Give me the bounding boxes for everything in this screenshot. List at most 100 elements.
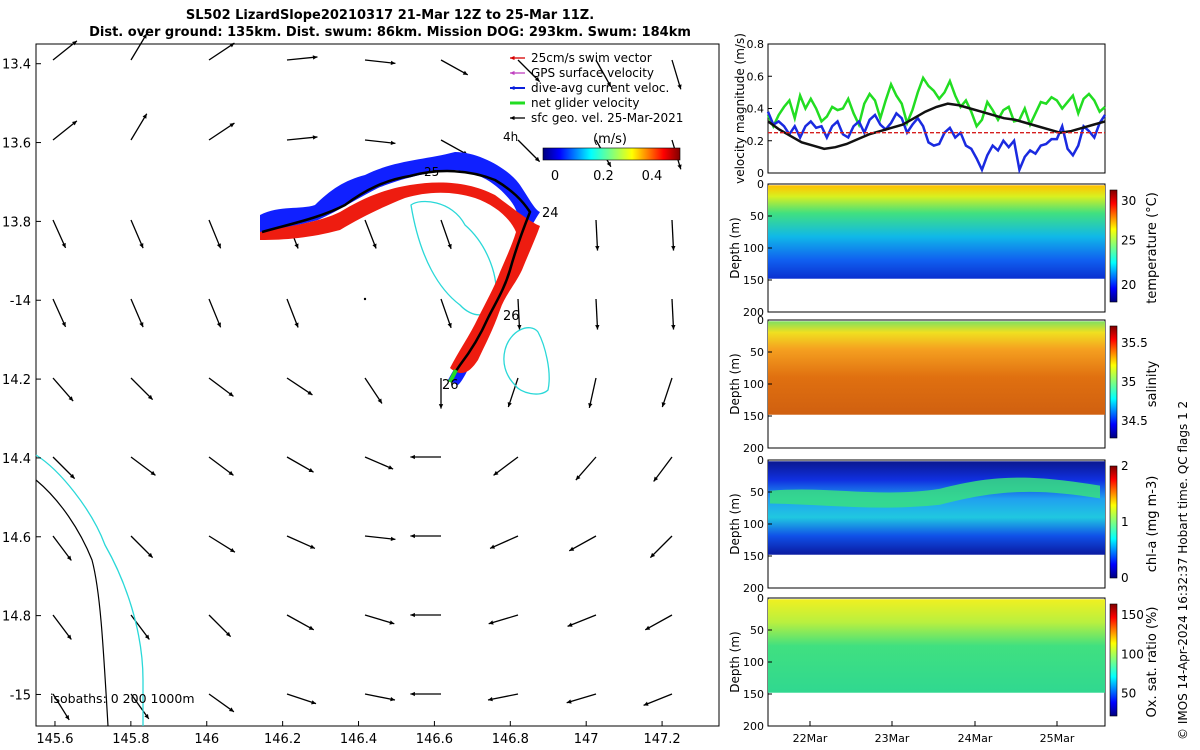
legend-swatch-head [510, 85, 515, 91]
geo-velocity-arrow [487, 693, 519, 701]
geo-velocity-arrow [286, 693, 317, 705]
geo-velocity-arrow-head [650, 552, 656, 558]
geo-velocity-arrow [208, 42, 235, 61]
geo-velocity-arrow-head [68, 396, 74, 402]
profile-data [768, 321, 1105, 415]
map-y-tick-label: 14.2 [2, 373, 31, 388]
geo-velocity-arrow-head [66, 634, 72, 640]
geo-velocity-arrow [364, 219, 377, 249]
geo-velocity-arrow [364, 456, 394, 470]
geo-velocity-arrow-head [229, 43, 235, 48]
geo-velocity-arrow-head [488, 620, 494, 625]
geo-velocity-arrow [286, 136, 318, 141]
geo-velocity-arrow [208, 614, 232, 638]
depth-axis-label: Depth (m) [728, 353, 742, 414]
geo-velocity-arrow-head [390, 536, 396, 542]
geo-velocity-arrow [208, 298, 222, 328]
colorbar-tick-label: 0.4 [642, 169, 663, 184]
colorbar-tick-label: 0 [1121, 571, 1129, 585]
geo-velocity-arrow [493, 456, 519, 476]
geo-velocity-arrow [489, 535, 519, 550]
small-vector [363, 297, 367, 301]
depth-tick-label: 50 [750, 346, 764, 359]
geo-velocity-arrow-head [567, 622, 573, 627]
geo-velocity-arrow [653, 456, 673, 482]
geo-velocity-arrow-head [566, 699, 572, 704]
geo-velocity-arrow-head [595, 245, 600, 251]
time-tick-label: 24Mar [958, 732, 993, 745]
geo-velocity-arrow [440, 139, 469, 156]
geo-velocity-arrow [649, 535, 673, 559]
geo-velocity-arrow [507, 377, 519, 408]
map-y-tick-label: 13.8 [2, 215, 31, 230]
velocity-y-tick-label: 0.8 [747, 38, 765, 51]
geo-velocity-arrow-head [150, 470, 156, 476]
geo-velocity-arrow-head [438, 404, 444, 409]
isobath-200 [35, 479, 109, 727]
profile-panel: 0 50 100 150 200 Depth (m) 0 1 2 chl-a (mg m-3) [728, 454, 1160, 595]
geo-velocity-arrow-head [606, 81, 611, 87]
map-x-tick-label: 146.8 [492, 732, 529, 747]
geo-velocity-arrow-head [677, 84, 682, 90]
legend-entry: sfc geo. vel. 25-Mar-2021 [531, 111, 683, 125]
geo-velocity-arrow-head [390, 140, 396, 146]
profile-data [768, 461, 1105, 555]
colorbar-gradient [542, 147, 681, 161]
geo-velocity-arrow [52, 535, 72, 561]
geo-velocity-arrow [440, 59, 469, 76]
depth-tick-label: 50 [750, 210, 764, 223]
net-glider-segment [448, 369, 458, 383]
depth-tick-label: 0 [757, 314, 764, 327]
profile-panel: 0 50 100 150 200 Depth (m) 20 25 30 temperature (… [728, 178, 1160, 319]
colorbar [1109, 465, 1118, 579]
geo-velocity-arrow-head [142, 33, 147, 39]
legend-swatch-head [510, 70, 515, 76]
colorbar-tick-label: 0 [551, 169, 559, 184]
map-x-tick-label: 146 [194, 732, 219, 747]
velocity-y-tick-label: 0.2 [747, 135, 765, 148]
geo-velocity-arrow-head [410, 533, 415, 539]
geo-velocity-arrow-head [312, 135, 318, 140]
geo-velocity-arrow [130, 535, 154, 559]
geo-velocity-arrow [130, 456, 156, 476]
geo-velocity-arrow [286, 535, 316, 550]
velocity-y-tick-label: 0.4 [747, 103, 765, 116]
colorbar-tick-label: 1 [1121, 515, 1129, 529]
legend-interval-label: 4h [503, 130, 518, 144]
swim-vector-ribbon [260, 182, 540, 374]
geo-velocity-arrow [286, 614, 315, 631]
geo-velocity-arrow [208, 122, 235, 141]
depth-tick-label: 200 [743, 442, 764, 455]
dive-avg-ribbon [260, 152, 540, 385]
track-day-label: 26 [503, 309, 520, 324]
colorbar-tick-label: 30 [1121, 194, 1136, 208]
geo-velocity-arrow-head [487, 696, 493, 702]
geo-velocity-arrow [208, 377, 234, 397]
geo-velocity-arrow [52, 298, 67, 328]
geo-velocity-arrow [208, 693, 235, 713]
geo-velocity-arrow-head [653, 476, 659, 482]
colorbar-tick-label: 2 [1121, 459, 1129, 473]
geo-velocity-arrow-head [569, 546, 575, 551]
map-x-tick-label: 147 [574, 732, 599, 747]
depth-tick-label: 100 [743, 656, 764, 669]
isobath-reef-2 [503, 327, 550, 395]
geo-velocity-arrow-head [372, 243, 377, 249]
geo-velocity-arrow [643, 693, 673, 706]
chart-title-line-2: Dist. over ground: 135km. Dist. swum: 86… [89, 25, 691, 40]
map-y-tick-label: -15 [10, 688, 31, 703]
colorbar-tick-label: 35.5 [1121, 336, 1148, 350]
map-x-tick-label: 147.2 [643, 732, 680, 747]
geo-velocity-arrow-head [661, 402, 666, 408]
geo-velocity-arrow-head [410, 691, 415, 697]
geo-velocity-arrow [364, 693, 396, 701]
geo-velocity-arrow [595, 298, 599, 330]
chlorophyll-maximum [770, 477, 1100, 508]
geo-velocity-arrow [595, 219, 599, 251]
depth-tick-label: 100 [743, 242, 764, 255]
depth-tick-label: 150 [743, 688, 764, 701]
time-tick-label: 23Mar [875, 732, 910, 745]
map-x-tick-label: 145.8 [112, 732, 149, 747]
map-x-axis: 145.6 145.8 146 146.2 146.4 146.6 146.8 147 147.… [36, 721, 681, 747]
geo-velocity-arrow [52, 40, 78, 61]
